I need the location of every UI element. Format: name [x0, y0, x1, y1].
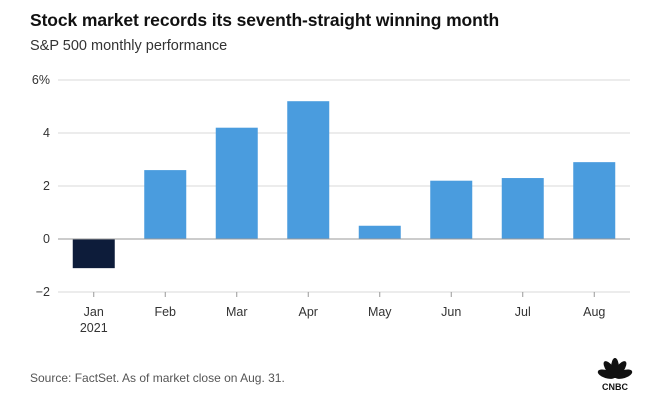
- x-tick-label: Jan: [84, 305, 104, 319]
- bar: [501, 178, 544, 239]
- x-tick-label: Feb: [154, 305, 176, 319]
- bar: [430, 180, 473, 239]
- bar: [358, 225, 401, 239]
- bar-chart: −2 0 2 4 6% Jan Feb Mar Apr May Jun Jul Aug 2021: [32, 73, 630, 335]
- y-tick-label: 2: [43, 179, 50, 193]
- source-note: Source: FactSet. As of market close on A…: [30, 371, 285, 385]
- chart-subtitle: S&P 500 monthly performance: [30, 38, 228, 54]
- bar: [144, 170, 187, 239]
- y-tick-label: 0: [43, 232, 50, 246]
- bar: [573, 162, 616, 239]
- x-tick-label: Aug: [583, 305, 605, 319]
- x-tick-label: Apr: [299, 305, 318, 319]
- x-tick-label: Mar: [226, 305, 248, 319]
- x-tick-label: May: [368, 305, 392, 319]
- y-tick-label: 4: [43, 126, 50, 140]
- bar: [215, 127, 258, 239]
- chart-title: Stock market records its seventh-straigh…: [30, 10, 500, 30]
- y-tick-label: −2: [36, 285, 50, 299]
- y-tick-label: 6%: [32, 73, 50, 87]
- cnbc-peacock-logo: CNBC: [597, 358, 633, 392]
- logo-text: CNBC: [602, 382, 628, 392]
- x-tick-label: Jun: [441, 305, 461, 319]
- year-label: 2021: [80, 321, 108, 335]
- x-tick-label: Jul: [515, 305, 531, 319]
- bar: [72, 239, 115, 269]
- bar: [287, 101, 330, 239]
